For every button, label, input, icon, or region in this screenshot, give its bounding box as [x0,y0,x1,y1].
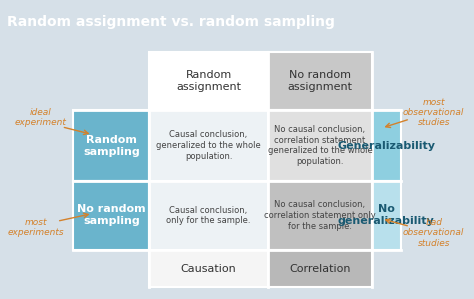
Bar [268,181,372,250]
Text: No random
assignment: No random assignment [287,70,353,92]
Text: No random
sampling: No random sampling [77,205,146,226]
Text: bad
observational
studies: bad observational studies [403,218,465,248]
Text: Causal conclusion,
generalized to the whole
population.: Causal conclusion, generalized to the wh… [156,130,261,161]
Bar [149,110,268,181]
Text: Random assignment vs. random sampling: Random assignment vs. random sampling [7,15,335,29]
Bar [73,181,149,250]
Text: Correlation: Correlation [289,263,351,274]
Text: No
generalizability: No generalizability [338,205,435,226]
Bar [268,110,372,181]
Text: No causal conclusion,
correlation statement only
for the sample.: No causal conclusion, correlation statem… [264,200,376,231]
Text: Random
sampling: Random sampling [83,135,140,157]
Text: most
experiments: most experiments [7,218,64,237]
Bar [268,250,372,287]
Bar [149,181,268,250]
Bar [149,250,268,287]
Text: ideal
experiment: ideal experiment [14,108,66,127]
Text: Causal conclusion,
only for the sample.: Causal conclusion, only for the sample. [166,206,251,225]
Bar [372,181,401,250]
Text: Causation: Causation [181,263,237,274]
Text: Generalizability: Generalizability [337,141,435,150]
Bar [149,52,268,110]
Bar [372,110,401,181]
Bar [268,52,372,110]
Text: most
observational
studies: most observational studies [403,97,465,127]
Text: No causal conclusion,
correlation statement
generalized to the whole
population.: No causal conclusion, correlation statem… [268,125,372,166]
Bar [73,110,149,181]
Text: Random
assignment: Random assignment [176,70,241,92]
